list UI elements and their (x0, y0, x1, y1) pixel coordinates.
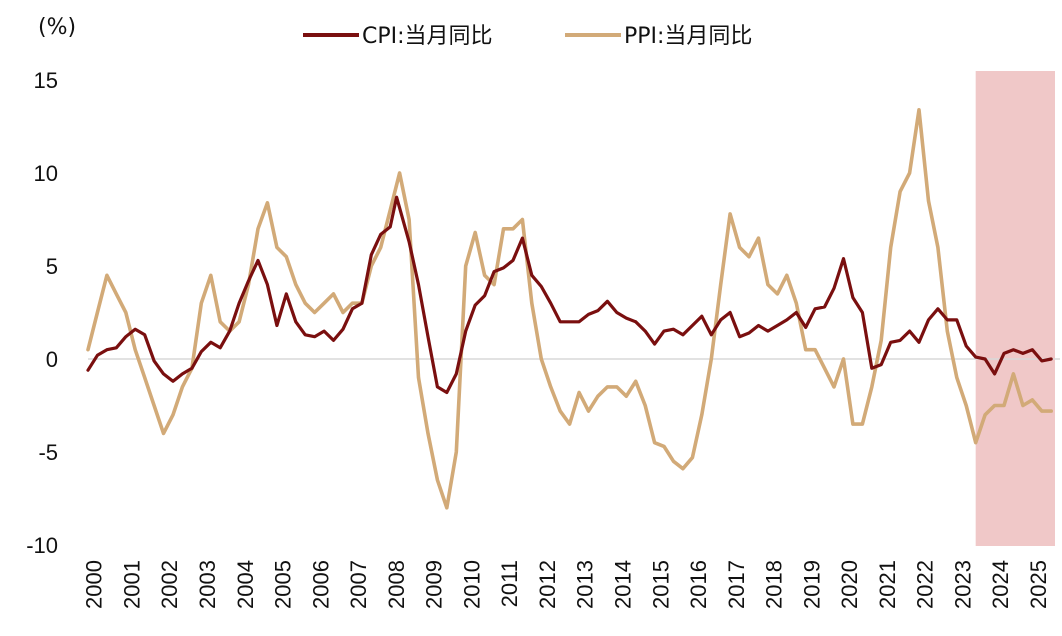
x-tick-label: 2009 (422, 560, 447, 609)
x-tick-label: 2006 (308, 560, 333, 609)
x-tick-label: 2002 (157, 560, 182, 609)
x-tick-label: 2005 (271, 560, 296, 609)
x-tick-label: 2012 (535, 560, 560, 609)
y-tick-label: -10 (26, 533, 58, 558)
y-axis-label: (%) (38, 15, 76, 40)
x-tick-label: 2004 (233, 560, 258, 609)
x-tick-label: 2015 (648, 560, 673, 609)
x-tick-label: 2021 (875, 560, 900, 609)
y-tick-label: -5 (38, 440, 58, 465)
y-tick-label: 10 (34, 161, 58, 186)
x-axis: 2000 2001 2002 2003 2004 2005 2006 2007 2008 2009… (82, 560, 1051, 609)
x-tick-label: 2025 (1026, 560, 1051, 609)
highlight-band (975, 71, 1055, 546)
x-tick-label: 2014 (610, 560, 635, 609)
x-tick-label: 2010 (459, 560, 484, 609)
x-tick-label: 2003 (195, 560, 220, 609)
y-axis: -10 -5 0 5 10 15 (26, 68, 58, 558)
x-tick-label: 2017 (724, 560, 749, 609)
x-tick-label: 2024 (988, 560, 1013, 609)
legend: CPI:当月同比 PPI:当月同比 (303, 24, 752, 49)
x-tick-label: 2022 (913, 560, 938, 609)
series-line-cpi (86, 195, 1053, 395)
x-tick-label: 2000 (82, 560, 107, 609)
legend-label: CPI:当月同比 (362, 24, 493, 49)
x-tick-label: 2023 (950, 560, 975, 609)
x-tick-label: 2016 (686, 560, 711, 609)
x-tick-label: 2013 (573, 560, 598, 609)
plot-area (86, 108, 1053, 510)
x-tick-label: 2019 (799, 560, 824, 609)
x-tick-label: 2007 (346, 560, 371, 609)
y-tick-label: 5 (46, 254, 58, 279)
y-tick-label: 15 (34, 68, 58, 93)
x-tick-label: 2018 (762, 560, 787, 609)
x-tick-label: 2001 (119, 560, 144, 609)
x-tick-label: 2020 (837, 560, 862, 609)
x-tick-label: 2008 (384, 560, 409, 609)
y-tick-label: 0 (46, 347, 58, 372)
series-line-ppi (86, 108, 1053, 510)
legend-label: PPI:当月同比 (624, 24, 752, 49)
x-tick-label: 2011 (497, 560, 522, 607)
